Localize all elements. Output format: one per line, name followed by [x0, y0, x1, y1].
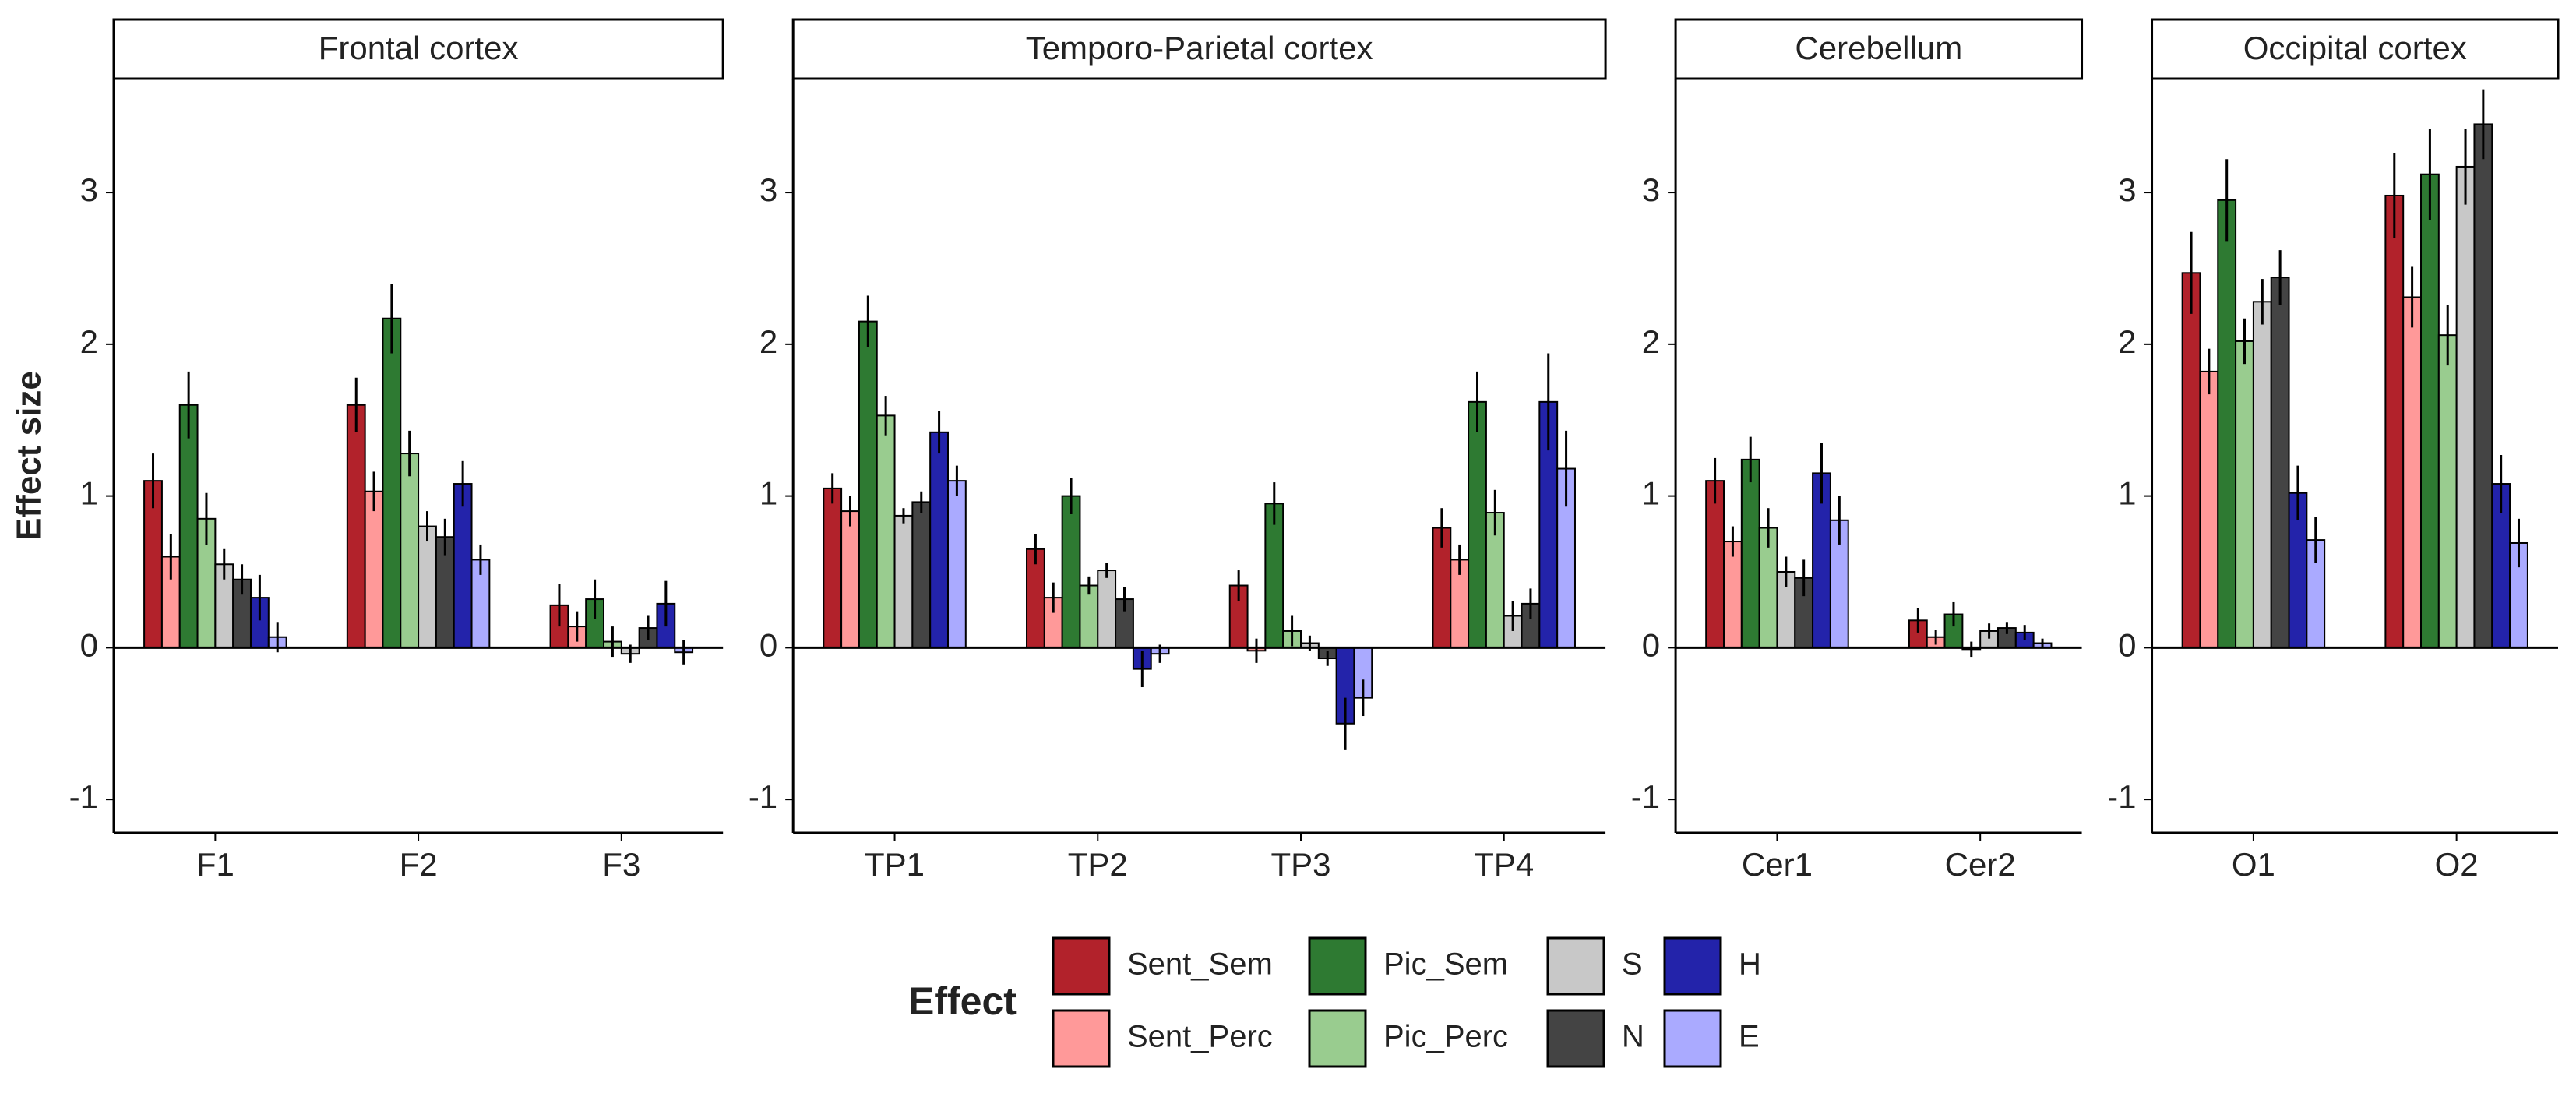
bar — [2420, 173, 2440, 649]
bar — [1468, 400, 1487, 649]
bar — [2473, 123, 2493, 649]
bar — [946, 480, 967, 649]
bar — [840, 510, 860, 649]
bar — [1264, 503, 1284, 649]
bar — [1740, 458, 1760, 649]
bar — [382, 317, 402, 649]
bar — [364, 490, 384, 649]
y-tick-label: 1 — [759, 475, 777, 512]
y-tick-label: -1 — [2107, 778, 2136, 815]
x-tick-label: F1 — [196, 846, 234, 883]
legend-label: Sent_Sem — [1127, 947, 1273, 982]
y-tick-label: -1 — [69, 778, 98, 815]
x-tick-label: Cer1 — [1742, 846, 1813, 883]
legend-key — [1052, 1009, 1111, 1068]
strip — [1674, 18, 2084, 80]
bar — [2199, 370, 2219, 649]
bar — [2235, 340, 2254, 649]
y-tick-label: 3 — [80, 171, 98, 208]
legend-label: E — [1739, 1020, 1760, 1054]
y-tick-label: 1 — [2118, 475, 2136, 512]
legend-key — [1052, 936, 1111, 996]
legend-label: Pic_Perc — [1383, 1020, 1508, 1054]
y-tick-label: 2 — [80, 323, 98, 360]
legend-label: H — [1739, 947, 1761, 982]
bar — [1705, 480, 1725, 649]
y-tick-label: 2 — [759, 323, 777, 360]
y-tick-label: 3 — [759, 171, 777, 208]
bar — [929, 431, 949, 649]
y-tick-label: 3 — [1642, 171, 1660, 208]
x-tick-label: O1 — [2232, 846, 2275, 883]
y-tick-label: 3 — [2118, 171, 2136, 208]
x-tick-label: F2 — [400, 846, 438, 883]
bar — [2270, 277, 2290, 649]
y-tick-label: 2 — [2118, 323, 2136, 360]
bar — [2402, 296, 2423, 649]
bar — [453, 483, 473, 649]
x-tick-label: TP3 — [1270, 846, 1330, 883]
strip — [2151, 18, 2560, 80]
legend-label: Pic_Sem — [1383, 947, 1508, 982]
bar — [2437, 334, 2458, 649]
legend-key — [1308, 1009, 1367, 1068]
bar — [2217, 199, 2237, 649]
legend-key — [1663, 936, 1722, 996]
x-tick-label: TP4 — [1474, 846, 1534, 883]
legend-key — [1546, 936, 1605, 996]
strip — [791, 18, 1607, 80]
bar — [2384, 194, 2405, 649]
bar — [1723, 541, 1743, 649]
x-tick-label: TP1 — [865, 846, 925, 883]
legend-key — [1546, 1009, 1605, 1068]
legend-key — [1663, 1009, 1722, 1068]
x-tick-label: F3 — [602, 846, 640, 883]
y-tick-label: 1 — [1642, 475, 1660, 512]
bar — [1079, 584, 1099, 649]
y-tick-label: -1 — [749, 778, 777, 815]
bar — [893, 514, 914, 649]
x-tick-label: TP2 — [1068, 846, 1128, 883]
bar — [876, 414, 896, 649]
legend-title: Effect — [908, 979, 1017, 1023]
bar — [178, 404, 199, 649]
bar — [1061, 495, 1081, 649]
y-tick-label: 1 — [80, 475, 98, 512]
bar — [2181, 272, 2201, 649]
panel-title: Cerebellum — [1795, 30, 1962, 66]
bar — [400, 453, 420, 649]
legend-key — [1308, 936, 1367, 996]
legend-label: S — [1622, 947, 1643, 982]
legend-label: N — [1622, 1020, 1644, 1054]
y-tick-label: 0 — [759, 626, 777, 663]
bar — [911, 501, 932, 649]
panel-title: Frontal cortex — [319, 30, 519, 66]
bar — [418, 525, 437, 649]
y-tick-label: 0 — [2118, 626, 2136, 663]
y-tick-label: -1 — [1631, 778, 1660, 815]
x-tick-label: O2 — [2435, 846, 2479, 883]
strip — [112, 18, 724, 80]
bar — [858, 320, 878, 649]
y-tick-label: 2 — [1642, 323, 1660, 360]
y-axis-title: Effect size — [10, 371, 48, 541]
bar — [346, 404, 366, 649]
bar — [2252, 301, 2272, 649]
bar — [823, 487, 843, 649]
bar — [1097, 570, 1117, 649]
panel-title: Temporo-Parietal cortex — [1026, 30, 1373, 66]
bar — [2455, 165, 2476, 649]
panel-title: Occipital cortex — [2243, 30, 2467, 66]
legend-label: Sent_Perc — [1127, 1020, 1273, 1054]
x-tick-label: Cer2 — [1945, 846, 2016, 883]
y-tick-label: 0 — [80, 626, 98, 663]
y-tick-label: 0 — [1642, 626, 1660, 663]
